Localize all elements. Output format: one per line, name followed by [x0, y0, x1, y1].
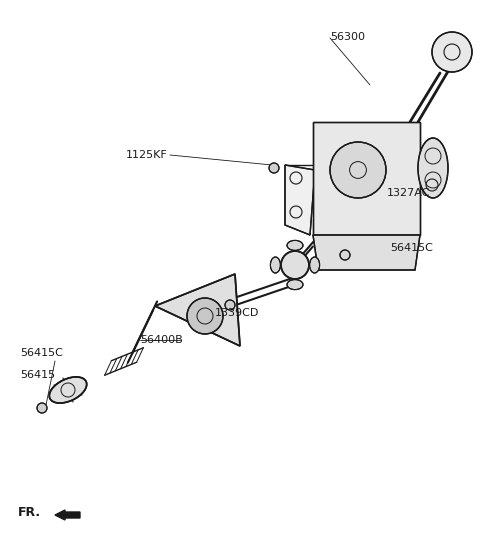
Ellipse shape [310, 257, 320, 273]
Circle shape [37, 403, 47, 413]
Text: 1339CD: 1339CD [215, 308, 259, 318]
Ellipse shape [418, 138, 448, 198]
Circle shape [269, 163, 279, 173]
Text: 56400B: 56400B [140, 335, 183, 345]
Circle shape [187, 298, 223, 334]
Polygon shape [313, 122, 420, 235]
Text: 1125KF: 1125KF [126, 150, 168, 160]
Ellipse shape [287, 240, 303, 250]
Text: 56415: 56415 [20, 370, 55, 380]
Polygon shape [313, 235, 420, 270]
Circle shape [330, 142, 386, 198]
Circle shape [340, 250, 350, 260]
Circle shape [281, 251, 309, 279]
Text: 1327AC: 1327AC [386, 188, 430, 198]
Polygon shape [155, 274, 240, 346]
Circle shape [225, 300, 235, 310]
Text: FR.: FR. [18, 505, 41, 519]
Text: 56415C: 56415C [20, 348, 63, 358]
Text: 56300: 56300 [330, 32, 365, 42]
Ellipse shape [287, 280, 303, 290]
Ellipse shape [49, 377, 87, 403]
Text: 56415C: 56415C [390, 243, 433, 253]
Polygon shape [285, 165, 315, 235]
Circle shape [432, 32, 472, 72]
Ellipse shape [270, 257, 280, 273]
FancyArrow shape [55, 510, 80, 520]
